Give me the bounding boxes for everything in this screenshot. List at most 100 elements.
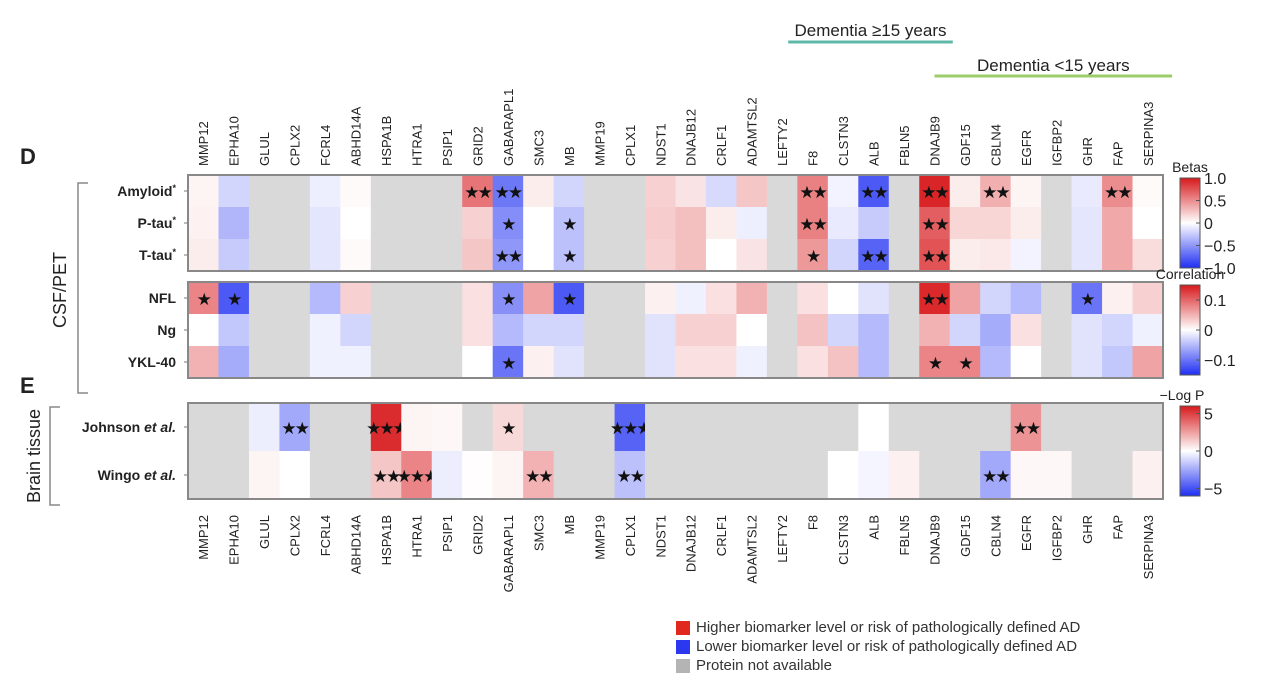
heatmap-cell: [1102, 451, 1134, 500]
heatmap-cell: [401, 314, 433, 347]
heatmap-cell: [401, 175, 433, 208]
heatmap-cell: [1010, 175, 1042, 208]
bracket-brain-tissue: [49, 406, 60, 506]
column-label-bottom: PSIP1: [440, 515, 455, 552]
legend-swatch-red: [676, 620, 690, 635]
heatmap-cell: [279, 282, 311, 315]
heatmap-cell: [248, 451, 280, 500]
column-label-top: F8: [806, 151, 821, 166]
heatmap-cell: [949, 207, 981, 240]
column-label-bottom: CLSTN3: [836, 515, 851, 565]
heatmap-cell: [705, 282, 737, 315]
heatmap-cell: [431, 346, 463, 379]
significance-stars: ★: [806, 247, 821, 267]
significance-stars: ★★: [1104, 183, 1132, 203]
heatmap-cell: [279, 451, 311, 500]
heatmap-cell: [1132, 207, 1164, 240]
panel-betas: ★★ ★★ ★★ ★★ ★★ ★★ ★★Amyloid*★ ★ ★★ ★★P-tau*★★ ★ ★ ★★…: [117, 174, 1164, 272]
column-label-bottom: FAP: [1110, 515, 1125, 540]
heatmap-cell: [584, 207, 616, 240]
legend-item-lower: Lower biomarker level or risk of patholo…: [676, 637, 1080, 656]
significance-stars: ★★: [495, 183, 523, 203]
heatmap-cell: [858, 346, 890, 379]
heatmap-cell: [736, 451, 768, 500]
heatmap-cell: [645, 282, 676, 315]
colorbar-tick-label: −0.1: [1204, 353, 1236, 370]
heatmap-cell: [370, 239, 402, 272]
heatmap-cell: [309, 346, 341, 379]
heatmap-cell: [827, 282, 859, 315]
heatmap-cell: [431, 239, 463, 272]
column-label-bottom: NDST1: [653, 515, 668, 558]
significance-stars: ★★★: [366, 419, 407, 439]
heatmap-cell: [370, 346, 402, 379]
column-label-bottom: ABHD14A: [349, 515, 364, 575]
colorbar-tick-label: −1.0: [1204, 261, 1236, 278]
heatmap-cell: [462, 346, 494, 379]
heatmap-cell: [675, 403, 707, 452]
significance-stars: ★★: [525, 467, 553, 487]
column-label-top: SERPINA3: [1141, 102, 1156, 166]
heatmap-cell: [188, 451, 219, 500]
legend-swatch-gray: [676, 658, 690, 673]
heatmap-cell: [645, 314, 676, 347]
column-label-top: FCRL4: [318, 125, 333, 166]
significance-stars: ★: [562, 215, 577, 235]
heatmap-cell: [797, 207, 829, 240]
heatmap-cell: [340, 239, 372, 272]
column-label-top: HTRA1: [410, 123, 425, 166]
heatmap-cell: [1102, 346, 1134, 379]
heatmap-cell: [553, 346, 585, 379]
heatmap-cell: [614, 314, 646, 347]
heatmap-cell: [462, 451, 494, 500]
heatmap-cell: [462, 403, 494, 452]
column-label-top: GABARAPL1: [501, 89, 516, 166]
heatmap-cell: [645, 346, 676, 379]
column-label-bottom: GHR: [1080, 515, 1095, 544]
heatmap-cell: [614, 451, 646, 500]
heatmap-cell: [309, 282, 341, 315]
heatmap-cell: [827, 207, 859, 240]
heatmap-cell: [340, 207, 372, 240]
heatmap-cell: [553, 239, 585, 272]
column-label-bottom: MMP19: [592, 515, 607, 560]
heatmap-cell: [1132, 403, 1164, 452]
heatmap-cell: [492, 346, 524, 379]
heatmap-cell: [766, 207, 798, 240]
row-label: NFL: [149, 290, 177, 306]
heatmap-cell: [705, 451, 737, 500]
heatmap-cell: [675, 239, 707, 272]
legend-item-higher: Higher biomarker level or risk of pathol…: [676, 618, 1080, 637]
column-label-top: FBLN5: [897, 126, 912, 166]
column-label-bottom: HTRA1: [410, 515, 425, 558]
bracket-csf-pet: [77, 182, 88, 394]
significance-stars: ★★: [921, 247, 949, 267]
heatmap-cell: [188, 207, 219, 240]
column-label-bottom: IGFBP2: [1049, 515, 1064, 561]
heatmap-cell: [797, 239, 829, 272]
heatmap-cell: [888, 346, 920, 379]
heatmap-cell: [949, 346, 981, 379]
column-label-bottom: CRLF1: [714, 515, 729, 556]
heatmap-cell: [614, 175, 646, 208]
heatmap-cell: [949, 282, 981, 315]
colorbar-tick-label: 0.5: [1204, 194, 1226, 211]
column-label-top: FAP: [1110, 141, 1125, 166]
heatmap-cell: [370, 451, 402, 500]
panel-frame: [187, 174, 1164, 272]
legend-label: Higher biomarker level or risk of pathol…: [696, 619, 1081, 636]
row-label: Johnson et al.: [82, 419, 176, 435]
heatmap-cell: [827, 239, 859, 272]
heatmap-cell: [888, 403, 920, 452]
column-label-bottom: FCRL4: [318, 515, 333, 556]
heatmap-cell: [980, 175, 1012, 208]
heatmap-cell: [1102, 403, 1134, 452]
heatmap-cell: [919, 239, 951, 272]
heatmap-cell: [705, 403, 737, 452]
significance-stars: ★: [197, 290, 212, 310]
colorbar-title: −Log P: [1160, 387, 1205, 403]
heatmap-cell: [1010, 282, 1042, 315]
heatmap-cell: [736, 314, 768, 347]
significance-stars: ★★: [495, 247, 523, 267]
heatmap-cell: [827, 314, 859, 347]
